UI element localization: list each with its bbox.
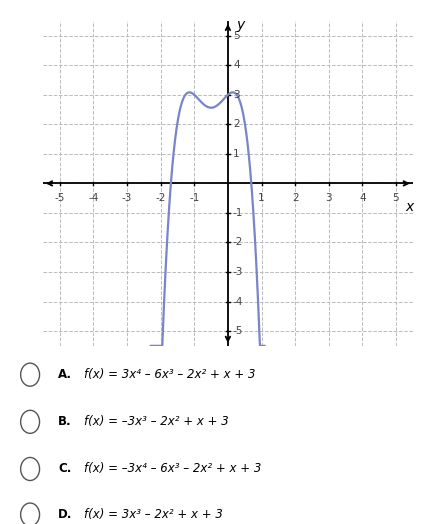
Text: A.: A. [58,368,72,381]
Text: y: y [237,18,245,32]
Text: 3: 3 [233,90,240,100]
Text: -4: -4 [233,297,243,307]
Text: 2: 2 [233,119,240,129]
Text: x: x [405,200,414,214]
Text: 5: 5 [233,31,240,41]
Text: -4: -4 [88,193,98,203]
Text: D.: D. [58,508,72,521]
Text: f(x) = –3x⁴ – 6x³ – 2x² + x + 3: f(x) = –3x⁴ – 6x³ – 2x² + x + 3 [84,463,261,475]
Text: f(x) = 3x³ – 2x² + x + 3: f(x) = 3x³ – 2x² + x + 3 [84,508,223,521]
Text: -5: -5 [233,326,243,336]
Text: 1: 1 [233,149,240,159]
Text: -1: -1 [233,208,243,218]
Text: -2: -2 [156,193,166,203]
Text: 3: 3 [326,193,332,203]
Text: C.: C. [58,463,71,475]
Text: -5: -5 [55,193,65,203]
Text: -3: -3 [233,267,243,277]
Text: 5: 5 [393,193,399,203]
Text: -2: -2 [233,237,243,247]
Text: -3: -3 [122,193,132,203]
Text: 4: 4 [359,193,366,203]
Text: f(x) = –3x³ – 2x² + x + 3: f(x) = –3x³ – 2x² + x + 3 [84,416,229,428]
Text: -1: -1 [189,193,200,203]
Text: 1: 1 [258,193,265,203]
Text: 2: 2 [292,193,298,203]
Text: B.: B. [58,416,72,428]
Text: f(x) = 3x⁴ – 6x³ – 2x² + x + 3: f(x) = 3x⁴ – 6x³ – 2x² + x + 3 [84,368,255,381]
Text: 4: 4 [233,60,240,70]
